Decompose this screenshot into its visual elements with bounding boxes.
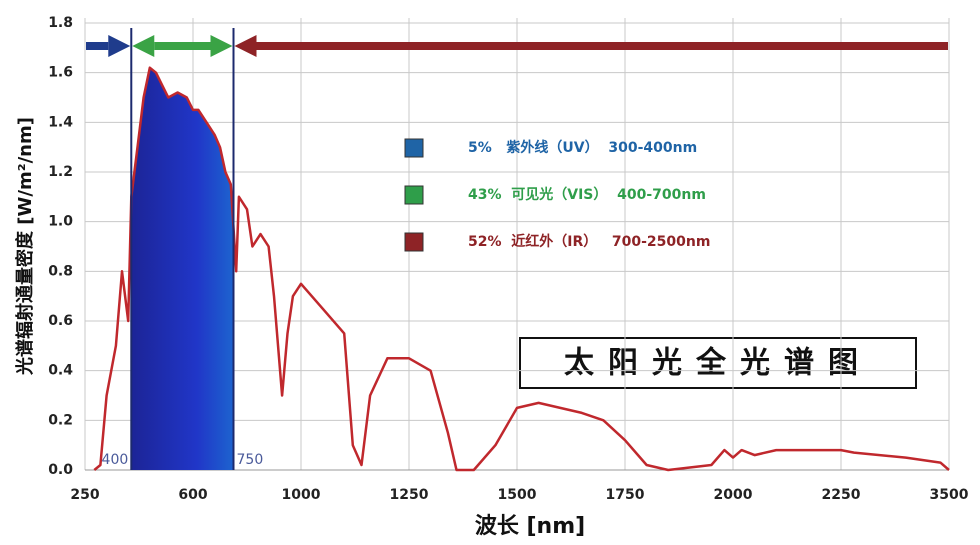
spectrum-line	[93, 66, 950, 472]
legend-swatch	[404, 138, 424, 158]
y-tick-label: 1.0	[48, 214, 73, 230]
boundary-label: 750	[237, 452, 264, 468]
y-axis-label: 光谱辐射通量密度 [W/m²/nm]	[14, 117, 36, 376]
y-tick-label: 1.2	[48, 164, 73, 180]
x-tick-label: 1000	[282, 487, 321, 503]
arrow-head	[108, 35, 131, 57]
arrow-head	[234, 35, 257, 57]
x-tick-label: 1250	[390, 487, 429, 503]
y-tick-label: 0.2	[48, 412, 73, 428]
y-tick-label: 0.8	[48, 263, 73, 279]
y-tick-label: 1.6	[48, 65, 73, 81]
x-axis-label: 波长 [nm]	[475, 514, 585, 539]
x-tick-label: 2000	[714, 487, 753, 503]
arrow-head	[132, 35, 155, 57]
legend-swatch	[404, 232, 424, 252]
boundary-label: 400	[102, 452, 129, 468]
x-tick-label: 2250	[822, 487, 861, 503]
legend-swatch	[404, 185, 424, 205]
legend-label: 52% 近红外（IR） 700-2500nm	[468, 233, 710, 250]
x-tick-label: 1750	[606, 487, 645, 503]
legend-label: 5% 紫外线（UV） 300-400nm	[468, 139, 697, 156]
x-tick-label: 3500	[930, 487, 969, 503]
legend-label: 43% 可见光（VIS） 400-700nm	[468, 186, 706, 203]
y-tick-label: 1.4	[48, 114, 73, 130]
x-tick-label: 250	[70, 487, 99, 503]
y-tick-label: 0.4	[48, 363, 73, 379]
y-tick-label: 0.6	[48, 313, 73, 329]
chart-title: 太阳光全光谱图	[564, 346, 872, 381]
y-tick-label: 1.8	[48, 15, 73, 31]
x-tick-label: 600	[178, 487, 207, 503]
arrow-head	[210, 35, 233, 57]
title-box	[519, 337, 917, 389]
visible-spectrum-fill	[131, 67, 234, 470]
y-tick-label: 0.0	[48, 462, 73, 478]
x-tick-label: 1500	[498, 487, 537, 503]
